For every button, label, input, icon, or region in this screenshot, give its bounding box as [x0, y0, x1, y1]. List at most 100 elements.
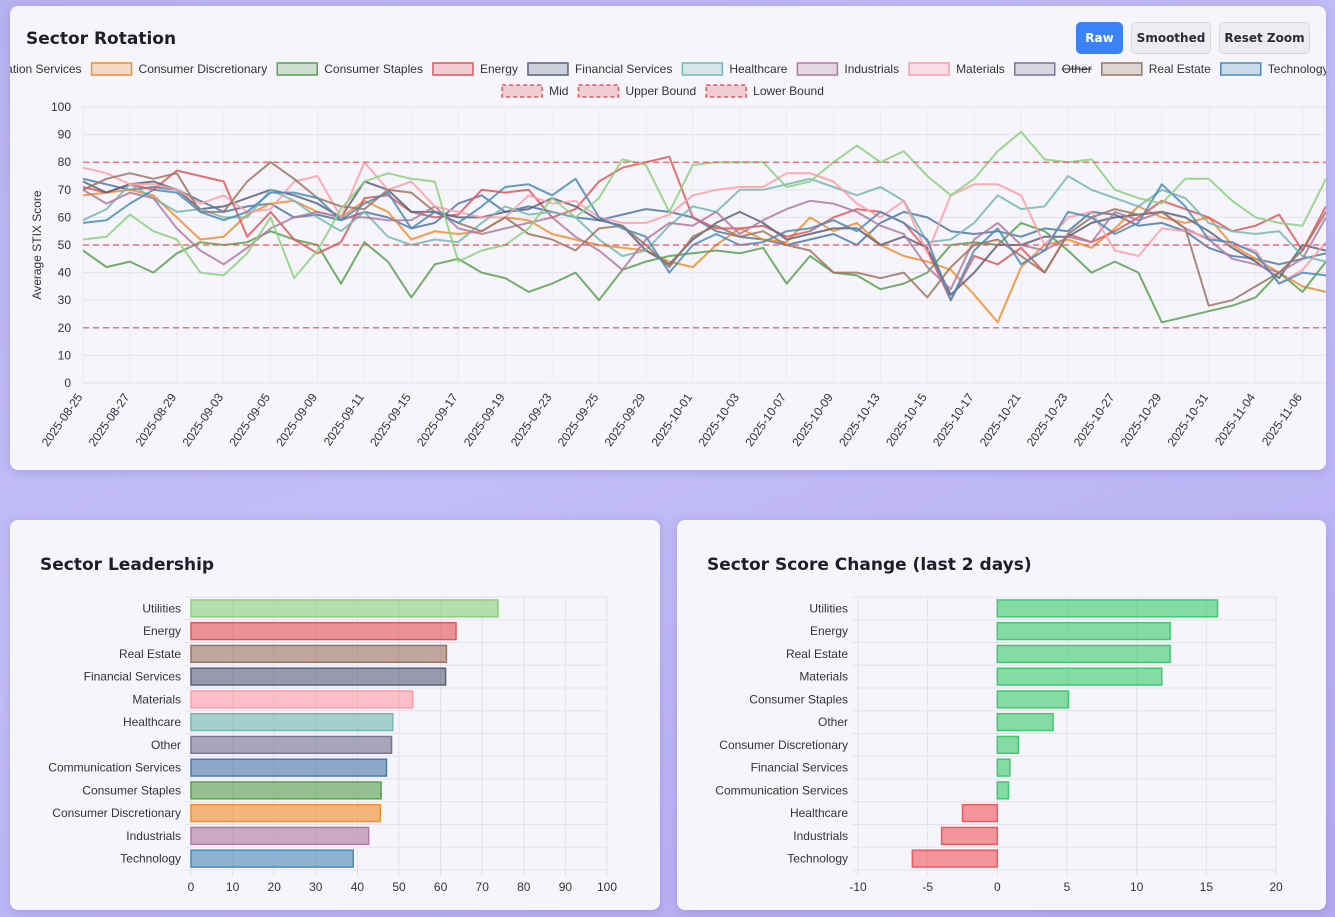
legend-item-communication-services[interactable]: Communication Services: [10, 62, 82, 76]
category-label: Utilities: [142, 601, 181, 615]
category-label: Real Estate: [119, 647, 181, 661]
bar-real-estate[interactable]: [996, 644, 1171, 664]
bar-other[interactable]: [996, 712, 1054, 732]
sector-leadership-chart: 0 10 20 30 40 50 60 70 80 90 100 Utilities Energy Rea…: [48, 596, 617, 894]
legend-swatch-materials: [908, 62, 950, 76]
series-line-industrials[interactable]: [82, 188, 1326, 291]
x-tick-label: 2025-10-29: [1118, 390, 1165, 449]
legend-item-energy[interactable]: Energy: [432, 62, 518, 76]
bar-consumer-staples[interactable]: [996, 690, 1070, 709]
category-label: Utilities: [809, 601, 848, 615]
bar-consumer-discretionary[interactable]: [190, 803, 382, 823]
x-tick-label: 40: [351, 880, 365, 894]
reset-zoom-button[interactable]: Reset Zoom: [1219, 22, 1310, 54]
bar-financial-services[interactable]: [996, 758, 1011, 777]
legend-swatch-industrials: [796, 62, 839, 76]
legend-label-industrials: Industrials: [844, 62, 899, 76]
bar-financial-services[interactable]: [190, 667, 447, 686]
legend-swatch-mid: [501, 84, 543, 98]
x-tick-label: 2025-11-06: [1259, 390, 1305, 448]
x-tick-label: 2025-10-15: [883, 390, 930, 449]
x-tick-label: 2025-10-07: [742, 390, 789, 449]
legend-item-real-estate[interactable]: Real Estate: [1101, 62, 1211, 76]
y-tick-label: 90: [58, 128, 72, 142]
x-tick-label: 2025-10-31: [1165, 390, 1212, 449]
bar-materials[interactable]: [996, 667, 1163, 686]
sector-rotation-chart[interactable]: Communication Services Consumer Discretio…: [10, 6, 1326, 470]
sector-change-chart: -10 -5 0 5 10 15 20 Utilities Energy Real Estate M…: [715, 596, 1283, 894]
series-line-utilities[interactable]: [82, 130, 1326, 280]
legend-swatch-lower-bound: [705, 84, 747, 98]
bar-industrials[interactable]: [190, 826, 370, 846]
legend-item-financial-services[interactable]: Financial Services: [527, 62, 672, 76]
bar-utilities[interactable]: [996, 599, 1219, 618]
category-label: Healthcare: [790, 806, 848, 820]
x-tick-label: 10: [1130, 880, 1144, 894]
y-axis-title: Average STIX Score: [30, 190, 44, 299]
category-label: Financial Services: [84, 670, 181, 684]
bar-utilities[interactable]: [190, 599, 499, 618]
series-line-consumer-staples[interactable]: [82, 221, 1326, 324]
category-label: Industrials: [793, 829, 848, 843]
bar-healthcare[interactable]: [961, 803, 999, 823]
x-tick-label: 2025-11-04: [1212, 390, 1258, 448]
legend-item-mid[interactable]: Mid: [501, 84, 568, 98]
x-tick-label: 2025-10-13: [836, 390, 883, 449]
x-tick-label: 90: [559, 880, 573, 894]
x-tick-label: 20: [1269, 880, 1283, 894]
bar-consumer-discretionary[interactable]: [996, 735, 1019, 755]
series-line-materials[interactable]: [82, 161, 1326, 285]
x-tick-label: 2025-09-23: [508, 390, 555, 449]
raw-button[interactable]: Raw: [1076, 22, 1123, 54]
bar-technology[interactable]: [911, 849, 999, 868]
legend-swatch-technology: [1220, 62, 1262, 76]
sector-rotation-card: Sector Rotation Raw Smoothed Reset Zoom …: [10, 6, 1326, 470]
bar-other[interactable]: [190, 735, 393, 755]
legend-label-energy: Energy: [480, 62, 518, 76]
bar-real-estate[interactable]: [190, 644, 448, 664]
bar-healthcare[interactable]: [190, 712, 394, 732]
category-label: Consumer Discretionary: [52, 806, 181, 820]
series-line-energy[interactable]: [82, 155, 1326, 302]
bar-energy[interactable]: [996, 621, 1171, 641]
series-line-technology[interactable]: [82, 177, 1326, 302]
bar-energy[interactable]: [190, 621, 457, 641]
x-tick-label: 2025-09-19: [461, 390, 508, 449]
legend-label-lower-bound: Lower Bound: [753, 84, 824, 98]
smoothed-button[interactable]: Smoothed: [1131, 22, 1211, 54]
category-label: Communication Services: [715, 783, 848, 797]
x-tick-label: 2025-10-17: [930, 390, 977, 449]
legend-item-materials[interactable]: Materials: [908, 62, 1005, 76]
bar-consumer-staples[interactable]: [190, 781, 382, 800]
series-line-real-estate[interactable]: [82, 161, 1326, 307]
legend-item-consumer-staples[interactable]: Consumer Staples: [276, 62, 423, 76]
x-tick-label: 2025-09-15: [367, 390, 414, 449]
bar-technology[interactable]: [190, 849, 354, 868]
legend-item-upper-bound[interactable]: Upper Bound: [577, 84, 696, 98]
legend-swatch-real-estate: [1101, 62, 1143, 76]
bar-communication-services[interactable]: [996, 781, 1010, 800]
legend-label-consumer-discretionary: Consumer Discretionary: [139, 62, 268, 76]
legend-label-healthcare: Healthcare: [729, 62, 787, 76]
x-tick-label: 20: [268, 880, 282, 894]
legend-item-lower-bound[interactable]: Lower Bound: [705, 84, 824, 98]
series-line-consumer-discretionary[interactable]: [82, 188, 1326, 324]
legend-item-healthcare[interactable]: Healthcare: [681, 62, 788, 76]
category-label: Consumer Staples: [82, 783, 181, 797]
x-tick-label: 60: [434, 880, 448, 894]
bar-communication-services[interactable]: [190, 758, 388, 777]
x-tick-label: 2025-08-25: [39, 390, 86, 449]
x-tick-label: 2025-10-09: [789, 390, 836, 449]
category-label: Energy: [143, 624, 181, 638]
category-label: Consumer Staples: [749, 692, 848, 706]
legend-item-technology[interactable]: Technology: [1220, 62, 1326, 76]
legend-item-consumer-discretionary[interactable]: Consumer Discretionary: [90, 62, 268, 76]
x-tick-label: 2025-08-27: [86, 390, 133, 449]
y-tick-label: 40: [58, 266, 72, 280]
bar-materials[interactable]: [190, 690, 414, 709]
bar-industrials[interactable]: [940, 826, 999, 846]
legend-item-industrials[interactable]: Industrials: [796, 62, 899, 76]
series-line-healthcare[interactable]: [82, 175, 1326, 263]
legend-item-other[interactable]: Other: [1014, 62, 1092, 76]
x-tick-label: 2025-10-01: [649, 390, 696, 449]
